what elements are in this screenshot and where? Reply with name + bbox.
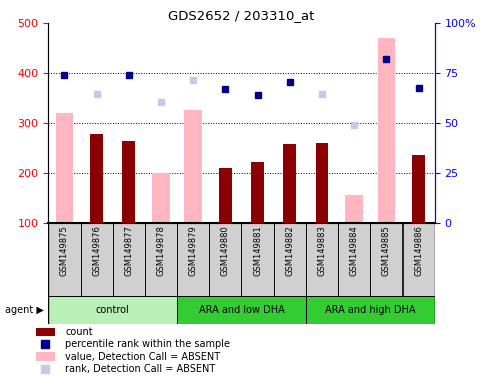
- Bar: [378, 38, 395, 223]
- Text: percentile rank within the sample: percentile rank within the sample: [65, 339, 230, 349]
- Bar: [90, 134, 103, 223]
- Bar: [152, 173, 170, 223]
- Bar: [345, 195, 363, 223]
- Bar: [37, 353, 55, 361]
- Bar: [113, 223, 145, 296]
- Bar: [122, 141, 135, 223]
- Bar: [56, 113, 73, 223]
- Bar: [306, 296, 435, 324]
- Bar: [274, 223, 306, 296]
- Text: rank, Detection Call = ABSENT: rank, Detection Call = ABSENT: [65, 364, 215, 374]
- Text: GSM149881: GSM149881: [253, 225, 262, 276]
- Text: control: control: [96, 305, 129, 315]
- Text: value, Detection Call = ABSENT: value, Detection Call = ABSENT: [65, 352, 220, 362]
- Text: GSM149883: GSM149883: [317, 225, 327, 276]
- Bar: [81, 223, 113, 296]
- Bar: [338, 223, 370, 296]
- Bar: [48, 223, 81, 296]
- Bar: [145, 223, 177, 296]
- Bar: [306, 223, 338, 296]
- Bar: [177, 223, 209, 296]
- Text: count: count: [65, 327, 93, 337]
- Bar: [219, 168, 232, 223]
- Text: ARA and low DHA: ARA and low DHA: [199, 305, 284, 315]
- Text: agent ▶: agent ▶: [5, 305, 43, 315]
- Bar: [251, 162, 264, 223]
- Bar: [209, 223, 242, 296]
- Title: GDS2652 / 203310_at: GDS2652 / 203310_at: [168, 9, 315, 22]
- Bar: [402, 223, 435, 296]
- Bar: [315, 143, 328, 223]
- Text: GSM149879: GSM149879: [189, 225, 198, 276]
- Text: GSM149885: GSM149885: [382, 225, 391, 276]
- Text: GSM149877: GSM149877: [124, 225, 133, 276]
- Bar: [242, 223, 274, 296]
- Bar: [48, 296, 177, 324]
- Text: GSM149878: GSM149878: [156, 225, 166, 276]
- Text: GSM149886: GSM149886: [414, 225, 423, 276]
- Text: GSM149875: GSM149875: [60, 225, 69, 276]
- Text: ARA and high DHA: ARA and high DHA: [325, 305, 415, 315]
- Bar: [37, 328, 55, 336]
- Text: GSM149876: GSM149876: [92, 225, 101, 276]
- Bar: [370, 223, 402, 296]
- Bar: [284, 144, 296, 223]
- Text: GSM149884: GSM149884: [350, 225, 359, 276]
- Bar: [412, 155, 425, 223]
- Text: GSM149882: GSM149882: [285, 225, 294, 276]
- Bar: [177, 296, 306, 324]
- Bar: [185, 111, 202, 223]
- Text: GSM149880: GSM149880: [221, 225, 230, 276]
